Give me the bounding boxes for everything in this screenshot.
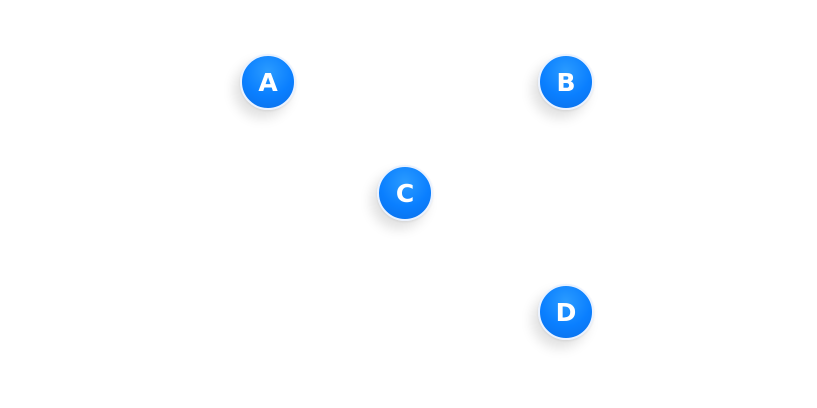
node-b-label: B (556, 67, 576, 97)
node-a-label: A (258, 67, 278, 97)
node-d-label: D (555, 297, 577, 327)
node-c-label: C (395, 178, 415, 208)
node-a[interactable]: A (240, 54, 296, 110)
node-d[interactable]: D (538, 284, 594, 340)
node-b[interactable]: B (538, 54, 594, 110)
node-c[interactable]: C (377, 165, 433, 221)
